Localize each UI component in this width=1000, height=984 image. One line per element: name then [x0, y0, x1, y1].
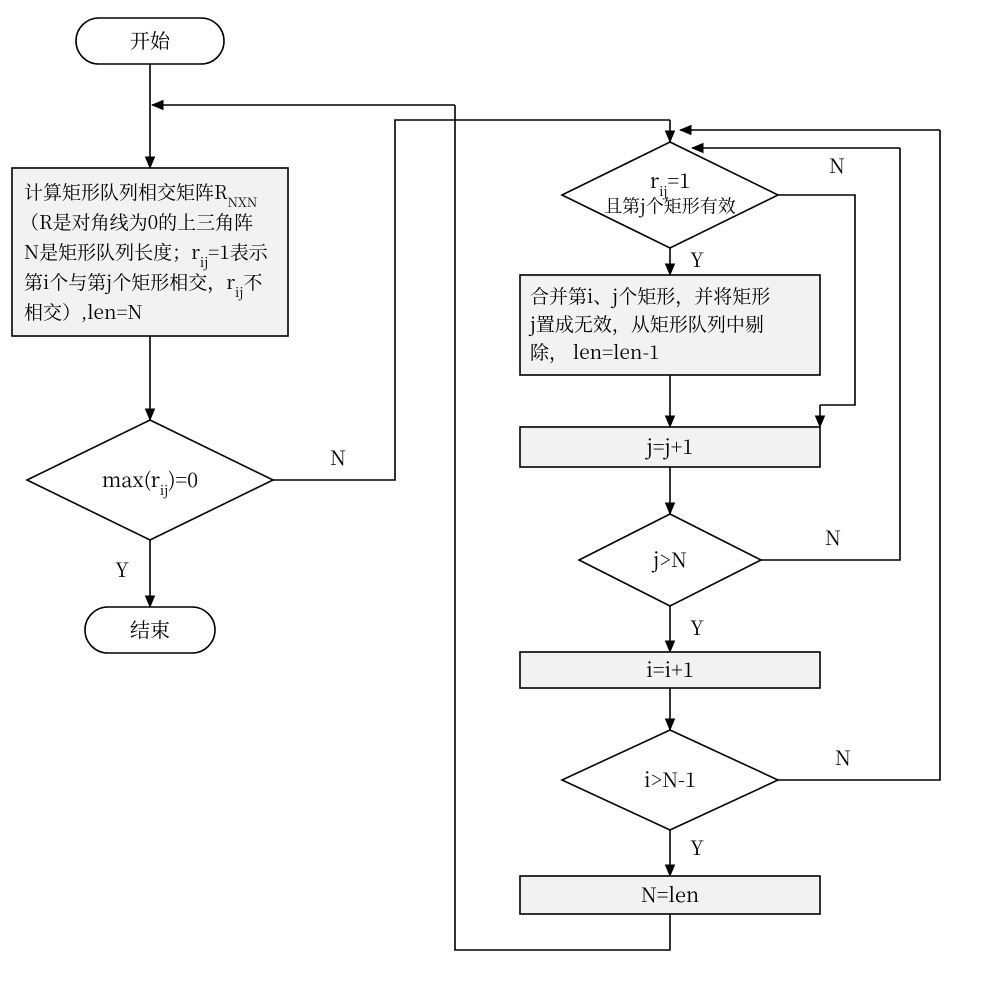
igt-no-label: N	[835, 742, 851, 771]
flowchart-canvas: 开始 计算矩形队列相交矩阵RNXN （R是对角线为0的上三角阵 N是矩形队列长度…	[0, 0, 1000, 984]
nlen-node: N=len	[520, 876, 820, 914]
merge-line1: 合并第i、j个矩形，并将矩形	[530, 282, 770, 309]
ipp-label: i=i+1	[646, 654, 693, 683]
rij-line2: 且第j个矩形有效	[604, 193, 736, 219]
maxr-node: max(rij)=0	[27, 420, 273, 540]
end-label: 结束	[130, 614, 170, 643]
rij-no-label: N	[829, 150, 845, 179]
jgtn-yes-label: Y	[690, 612, 704, 641]
calc-line2: （R是对角线为0的上三角阵	[20, 208, 253, 235]
rij-yes-label: Y	[690, 244, 704, 273]
maxr-no-label: N	[330, 442, 346, 471]
merge-line3: 除， len=len-1	[530, 338, 660, 365]
start-node: 开始	[76, 18, 224, 64]
calc-node: 计算矩形队列相交矩阵RNXN （R是对角线为0的上三角阵 N是矩形队列长度；ri…	[12, 168, 288, 336]
jgtn-no-label: N	[825, 522, 841, 551]
igt-node: i>N-1	[562, 730, 778, 830]
merge-node: 合并第i、j个矩形，并将矩形 j置成无效，从矩形队列中剔 除， len=len-…	[520, 275, 820, 375]
maxr-yes-label: Y	[115, 554, 129, 583]
calc-line5: 相交）,len=N	[24, 298, 143, 325]
jgtn-label: j>N	[651, 544, 687, 573]
igt-label: i>N-1	[644, 764, 696, 793]
jpp-label: j=j+1	[645, 431, 694, 460]
end-node: 结束	[85, 607, 215, 653]
start-label: 开始	[130, 25, 171, 54]
igt-yes-label: Y	[690, 832, 704, 861]
rij-node: rij=1 且第j个矩形有效	[562, 142, 778, 248]
jgtn-node: j>N	[579, 514, 761, 606]
nlen-label: N=len	[641, 879, 699, 908]
jpp-node: j=j+1	[520, 427, 820, 467]
ipp-node: i=i+1	[520, 652, 820, 688]
merge-line2: j置成无效，从矩形队列中剔	[528, 310, 764, 337]
